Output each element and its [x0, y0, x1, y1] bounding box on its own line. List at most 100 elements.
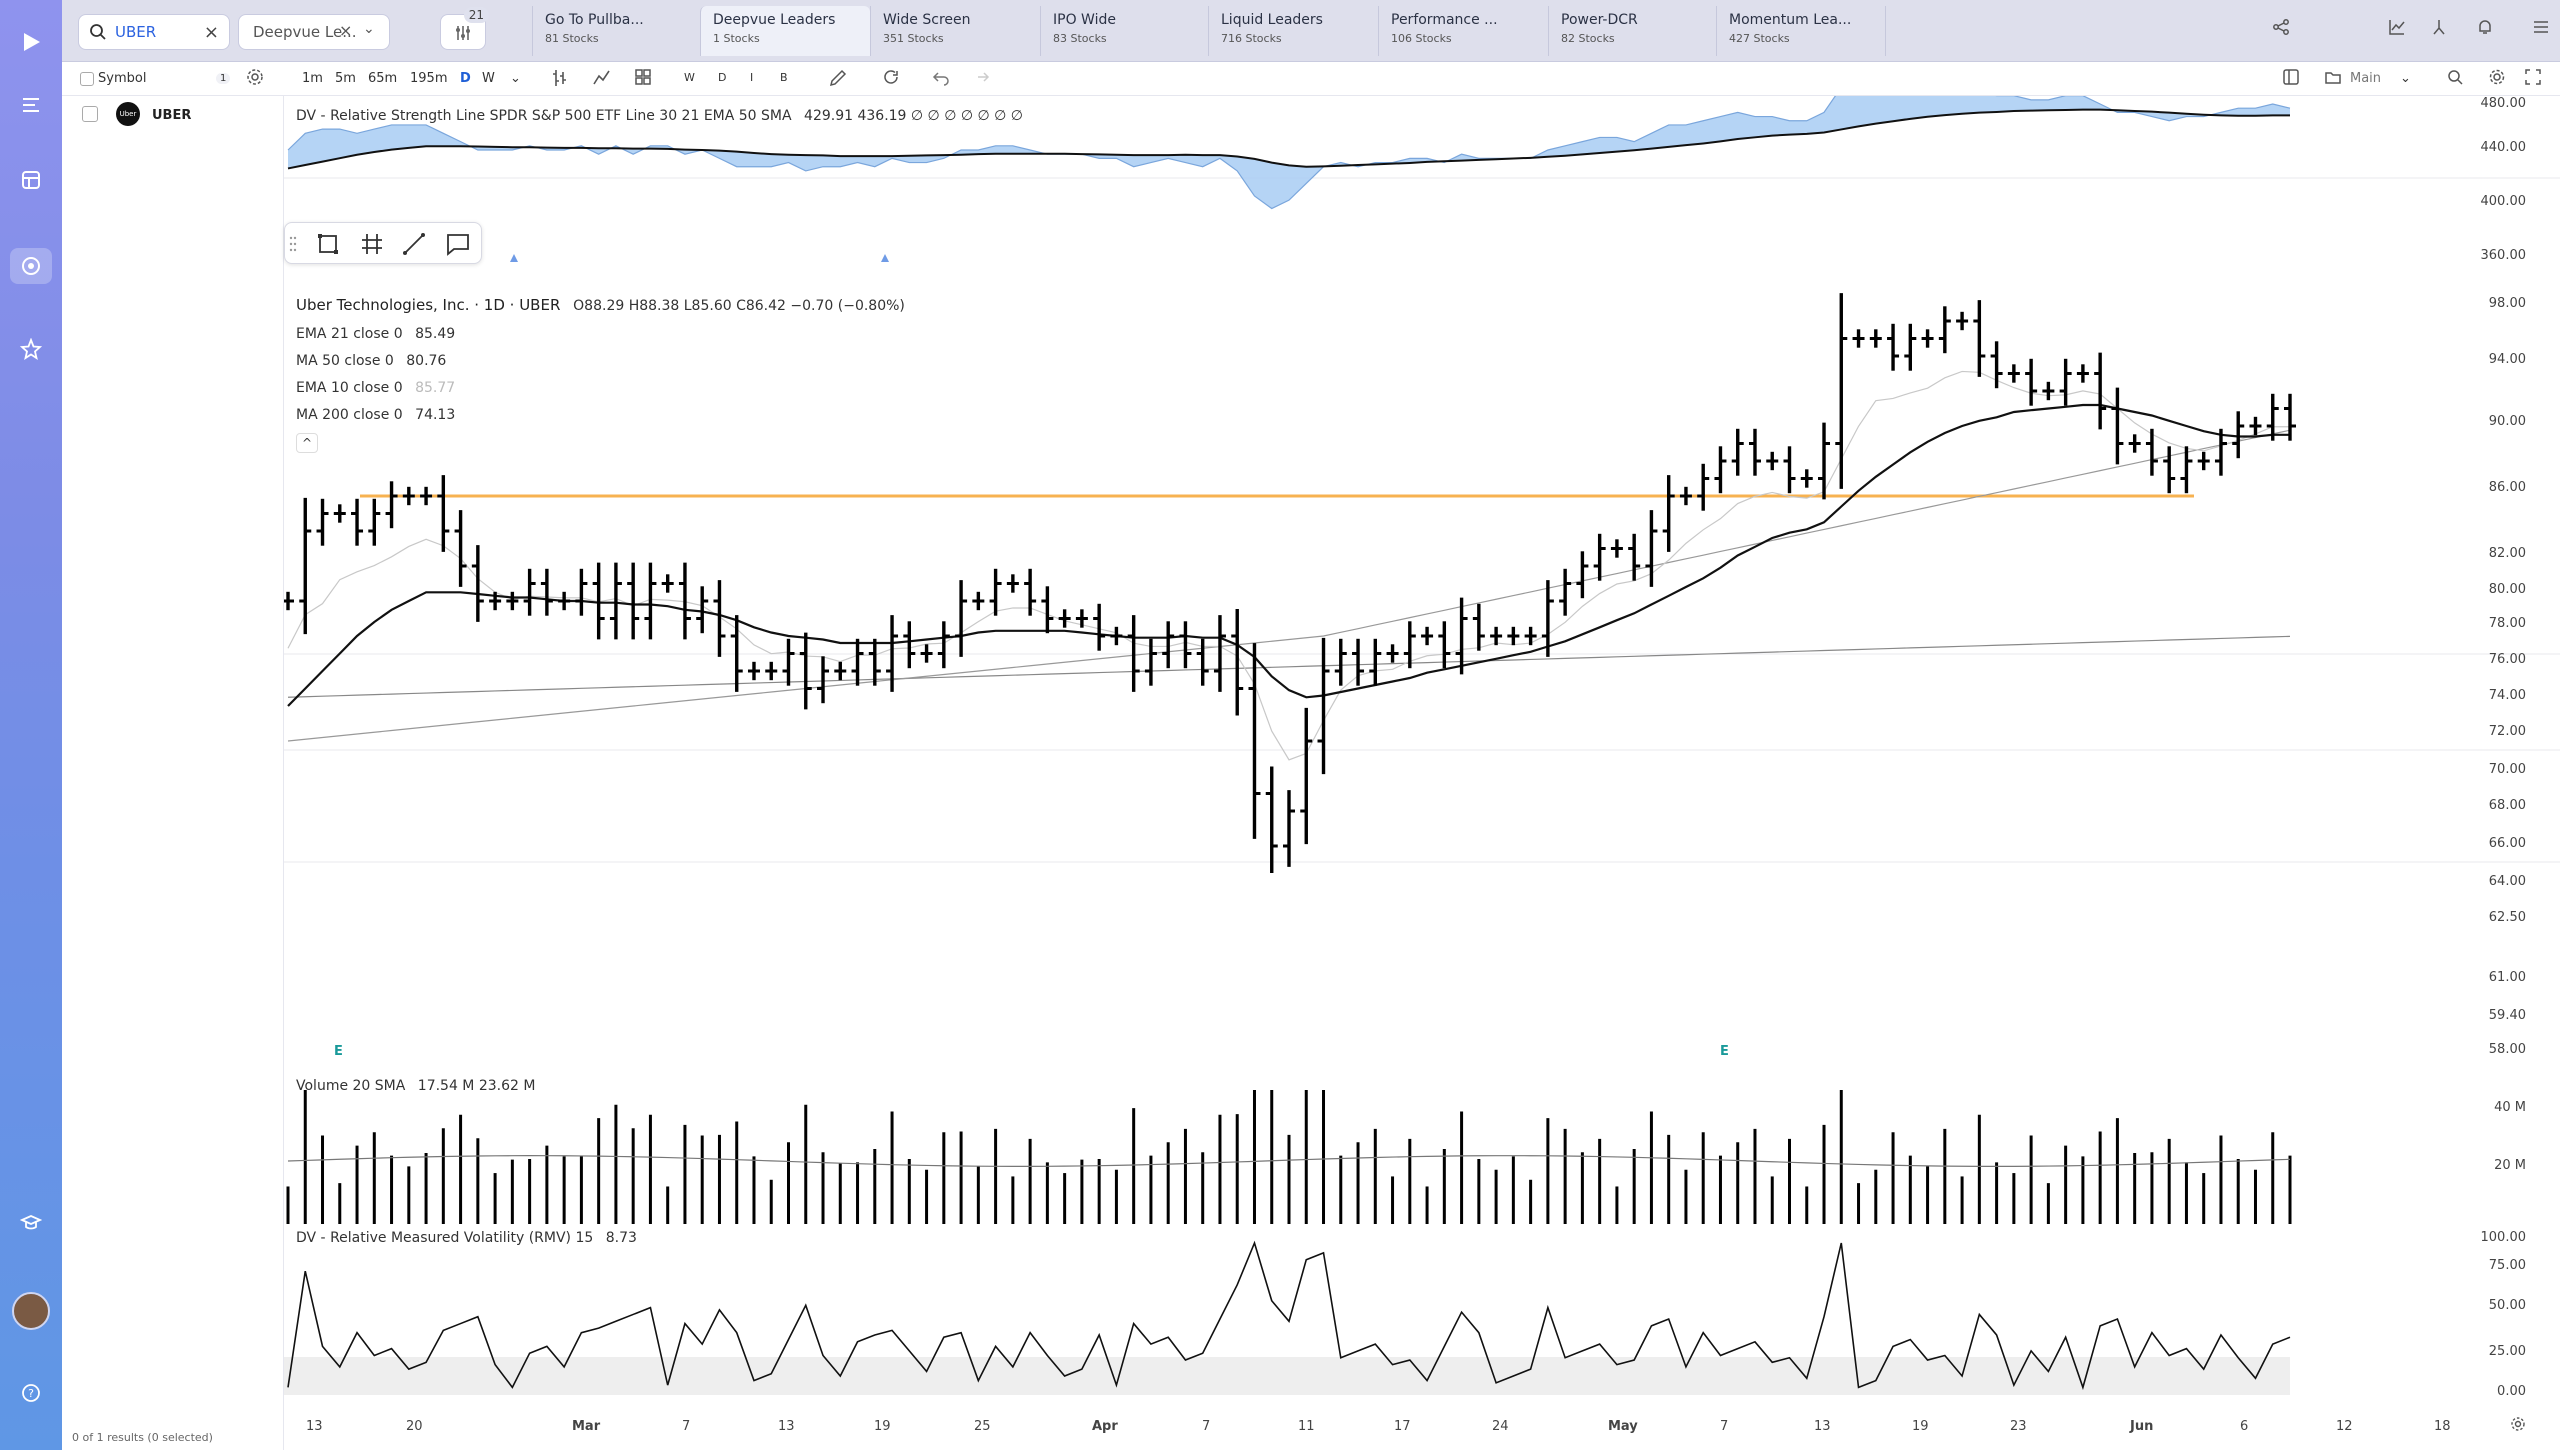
- chart-canvas[interactable]: [284, 96, 2560, 1450]
- interval-195m[interactable]: 195m: [410, 71, 448, 86]
- settings-gear-icon[interactable]: [2488, 68, 2506, 90]
- y-tick: 25.00: [2488, 1344, 2526, 1359]
- indicator-ema21[interactable]: EMA 21 close 0 85.49: [296, 326, 455, 342]
- rs-new-high-marker: [510, 254, 518, 262]
- chevron-down-icon[interactable]: ⌄: [363, 21, 375, 37]
- x-tick: 12: [2336, 1419, 2353, 1434]
- volume-legend: Volume 20 SMA 17.54 M 23.62 M: [296, 1078, 535, 1094]
- tab-label: IPO Wide: [1053, 12, 1116, 28]
- tab-label: Power-DCR: [1561, 12, 1638, 28]
- chart-area[interactable]: DV - Relative Strength Line SPDR S&P 500…: [284, 96, 2560, 1450]
- list-settings-icon[interactable]: [246, 68, 264, 90]
- tab-power-dcr[interactable]: Power-DCR 82 Stocks: [1548, 6, 1716, 56]
- play-logo-icon[interactable]: [16, 27, 46, 57]
- redo-icon[interactable]: [972, 68, 990, 90]
- rectangle-tool-icon[interactable]: [315, 231, 341, 257]
- list-item[interactable]: Uber UBER: [62, 96, 284, 136]
- clear-search-icon[interactable]: ×: [203, 22, 219, 43]
- tab-go-to-pullback[interactable]: Go To Pullba... 81 Stocks: [532, 6, 700, 56]
- tab-label: Deepvue Leaders: [713, 12, 836, 28]
- rmv-legend: DV - Relative Measured Volatility (RMV) …: [296, 1230, 637, 1246]
- interval-1m[interactable]: 1m: [302, 71, 323, 86]
- symbol-search-input[interactable]: UBER ×: [78, 14, 230, 50]
- y-tick: 40 M: [2494, 1100, 2526, 1115]
- filter-count-badge: 21: [463, 7, 489, 23]
- volume-legend-label: Volume 20 SMA: [296, 1078, 406, 1094]
- list-view-icon[interactable]: [2532, 18, 2550, 41]
- symbol-list: Uber UBER 0 of 1 results (0 selected): [62, 96, 284, 1450]
- interval-daily[interactable]: D: [460, 71, 471, 86]
- rs-legend-values: 429.91 436.19 ∅ ∅ ∅ ∅ ∅ ∅ ∅: [804, 108, 1023, 124]
- period-i[interactable]: I: [750, 71, 754, 84]
- interval-weekly[interactable]: W: [482, 71, 495, 86]
- rmv-legend-value: 8.73: [605, 1230, 637, 1246]
- interval-65m[interactable]: 65m: [368, 71, 398, 86]
- scissors-icon[interactable]: [2430, 18, 2448, 41]
- row-checkbox[interactable]: [82, 106, 98, 122]
- symbol-ticker: UBER: [152, 108, 192, 123]
- tab-wide-screen[interactable]: Wide Screen 351 Stocks: [870, 6, 1040, 56]
- period-b[interactable]: B: [780, 71, 788, 84]
- scanner-icon[interactable]: [10, 248, 52, 284]
- folder-icon[interactable]: [2324, 68, 2342, 90]
- app-sidebar: ?: [0, 0, 62, 1450]
- x-tick: 23: [2010, 1419, 2027, 1434]
- earnings-marker[interactable]: E: [1720, 1044, 1729, 1059]
- trendline-tool-icon[interactable]: [401, 231, 427, 257]
- drag-handle-icon[interactable]: [289, 235, 297, 261]
- filter-icon: [456, 26, 470, 40]
- line-chart-icon[interactable]: [2388, 18, 2406, 41]
- period-d[interactable]: D: [718, 71, 727, 84]
- earnings-marker[interactable]: E: [334, 1044, 343, 1059]
- menu-icon[interactable]: [16, 90, 46, 120]
- tab-count: 427 Stocks: [1729, 32, 1790, 45]
- ma200-line: [287, 635, 2291, 698]
- x-tick: 17: [1394, 1419, 1411, 1434]
- tab-performance[interactable]: Performance ... 106 Stocks: [1378, 6, 1548, 56]
- tab-deepvue-leaders[interactable]: Deepvue Leaders 1 Stocks: [700, 6, 870, 56]
- indicator-ema10[interactable]: EMA 10 close 0 85.77: [296, 380, 455, 396]
- interval-5m[interactable]: 5m: [335, 71, 356, 86]
- y-tick: 66.00: [2488, 836, 2526, 851]
- chart-settings-icon[interactable]: [2510, 1416, 2526, 1436]
- interval-chevron-down-icon[interactable]: ⌄: [510, 71, 521, 86]
- help-icon[interactable]: ?: [16, 1378, 46, 1408]
- close-watchlist-icon[interactable]: ×: [339, 21, 353, 40]
- price-legend-title: Uber Technologies, Inc. · 1D · UBER O88.…: [296, 296, 905, 314]
- refresh-icon[interactable]: [882, 68, 900, 90]
- layout-grid-icon[interactable]: [634, 68, 652, 90]
- layout-icon[interactable]: [2282, 68, 2300, 90]
- education-icon[interactable]: [16, 1208, 46, 1238]
- y-tick: 50.00: [2488, 1298, 2526, 1313]
- share-icon[interactable]: [2272, 18, 2290, 41]
- tab-liquid-leaders[interactable]: Liquid Leaders 716 Stocks: [1208, 6, 1378, 56]
- period-w[interactable]: W: [684, 71, 695, 84]
- avatar[interactable]: [12, 1292, 50, 1330]
- tab-label: Momentum Lea...: [1729, 12, 1852, 28]
- comment-tool-icon[interactable]: [445, 231, 471, 257]
- watchlist-icon[interactable]: [16, 165, 46, 195]
- undo-icon[interactable]: [932, 68, 950, 90]
- layout-chevron-down-icon[interactable]: ⌄: [2400, 71, 2411, 86]
- y-tick: 61.00: [2488, 970, 2526, 985]
- tab-momentum-leaders[interactable]: Momentum Lea... 427 Stocks: [1716, 6, 1886, 56]
- symbol-column-header[interactable]: Symbol: [98, 71, 147, 86]
- fullscreen-icon[interactable]: [2524, 68, 2542, 90]
- collapse-legend-button[interactable]: ^: [296, 433, 318, 453]
- indicator-ma200[interactable]: MA 200 close 0 74.13: [296, 407, 455, 423]
- indicator-ma50[interactable]: MA 50 close 0 80.76: [296, 353, 446, 369]
- fib-tool-icon[interactable]: [359, 231, 385, 257]
- bell-icon[interactable]: [2476, 18, 2494, 41]
- select-all-checkbox[interactable]: [80, 72, 94, 86]
- zoom-icon[interactable]: [2446, 68, 2464, 90]
- filter-button[interactable]: 21: [440, 7, 489, 50]
- watchlist-selector[interactable]: Deepvue Le... × ⌄: [238, 14, 390, 50]
- y-tick: 100.00: [2480, 1230, 2527, 1245]
- bar-style-icon[interactable]: [550, 68, 568, 92]
- layout-name[interactable]: Main: [2350, 71, 2382, 86]
- indicators-icon[interactable]: [592, 68, 612, 92]
- tab-label: Go To Pullba...: [545, 12, 644, 28]
- draw-pencil-icon[interactable]: [828, 68, 848, 92]
- tab-ipo-wide[interactable]: IPO Wide 83 Stocks: [1040, 6, 1208, 56]
- star-icon[interactable]: [16, 334, 46, 364]
